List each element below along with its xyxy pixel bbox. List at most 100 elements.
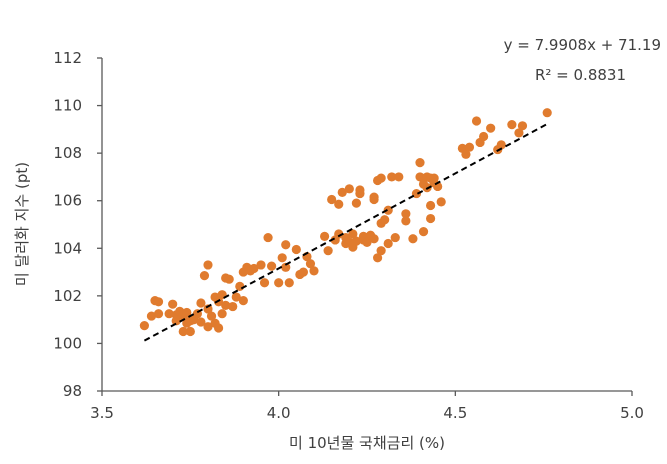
x-tick-label: 5.0 — [620, 404, 644, 422]
data-point — [415, 172, 425, 182]
data-point — [263, 232, 273, 243]
y-tick-label: 104 — [53, 239, 82, 257]
data-point — [461, 149, 471, 159]
data-point — [514, 128, 524, 138]
data-point — [471, 116, 482, 126]
data-point — [344, 184, 354, 194]
data-point — [298, 267, 308, 277]
data-point — [351, 236, 361, 246]
y-tick-label: 106 — [53, 192, 82, 210]
y-tick-label: 110 — [53, 97, 82, 115]
data-point — [376, 173, 386, 183]
data-point — [380, 215, 390, 225]
data-point — [369, 234, 379, 244]
x-axis-title: 미 10년물 국채금리 (%) — [289, 434, 445, 452]
x-tick-label: 3.5 — [90, 404, 114, 422]
data-point — [217, 309, 227, 319]
data-point — [185, 326, 195, 337]
data-point — [507, 120, 517, 130]
axes — [101, 58, 632, 392]
data-point — [153, 297, 164, 307]
data-point — [203, 322, 213, 332]
data-point — [235, 281, 245, 291]
data-point — [168, 299, 178, 309]
data-point — [277, 253, 287, 263]
data-point — [238, 296, 248, 306]
data-point — [214, 323, 224, 333]
data-point — [206, 311, 217, 321]
data-point — [376, 246, 386, 256]
data-point — [348, 229, 358, 239]
data-point — [139, 320, 149, 331]
data-point — [408, 234, 418, 244]
data-point — [224, 274, 234, 284]
data-point — [542, 108, 552, 118]
data-point — [436, 197, 446, 207]
data-point — [323, 246, 333, 256]
data-point — [231, 292, 241, 302]
data-point — [373, 253, 383, 263]
data-point — [383, 238, 393, 249]
data-point — [320, 231, 330, 241]
data-point — [369, 194, 379, 205]
y-tick-label: 102 — [53, 287, 82, 305]
data-point — [401, 216, 411, 226]
data-point — [178, 326, 188, 337]
data-point — [411, 188, 422, 199]
data-point — [274, 278, 284, 288]
data-point — [153, 309, 164, 319]
data-point — [196, 317, 206, 327]
y-tick-label: 100 — [53, 334, 82, 352]
tick-labels: 98 100 102 104 106 108 110 112 3.5 4.0 4.5 5.0 — [53, 49, 644, 422]
data-point — [517, 121, 528, 131]
data-point — [355, 185, 365, 195]
data-point — [394, 172, 404, 182]
data-point — [256, 260, 266, 270]
y-tick-label: 108 — [53, 144, 82, 162]
data-point — [309, 266, 319, 276]
data-point — [362, 237, 372, 247]
data-point — [479, 131, 489, 142]
data-point — [259, 278, 270, 288]
data-point — [496, 140, 506, 150]
data-point — [291, 244, 301, 255]
data-point — [464, 142, 475, 152]
data-point — [387, 172, 397, 182]
data-point — [284, 278, 294, 288]
data-point — [327, 194, 337, 205]
data-point — [203, 260, 213, 270]
y-tick-label: 112 — [53, 49, 82, 67]
data-point — [267, 261, 277, 271]
data-point — [401, 209, 411, 219]
data-point — [199, 271, 210, 281]
data-point — [383, 205, 393, 215]
data-point — [390, 232, 400, 243]
data-point — [305, 259, 316, 269]
data-point — [281, 262, 291, 272]
trendline-r-squared: R² = 0.8831 — [535, 66, 626, 84]
data-point — [334, 199, 344, 209]
data-point — [418, 227, 429, 237]
data-point — [426, 200, 436, 211]
data-point — [164, 309, 174, 319]
data-point — [334, 229, 344, 239]
data-point — [351, 198, 361, 208]
data-point — [337, 187, 347, 197]
data-point — [196, 298, 206, 308]
data-point — [486, 123, 496, 133]
data-point — [281, 240, 291, 250]
trendline-group — [143, 123, 548, 342]
y-tick-label: 98 — [63, 382, 82, 400]
trendline-equation: y = 7.9908x + 71.19 — [504, 36, 661, 54]
data-point — [249, 263, 259, 274]
y-axis-title: 미 달러화 지수 (pt) — [13, 162, 31, 286]
data-point — [221, 300, 231, 310]
data-point — [146, 311, 157, 321]
trendline — [143, 123, 548, 342]
data-points — [139, 108, 552, 337]
data-point — [182, 307, 192, 318]
x-tick-label: 4.5 — [443, 404, 467, 422]
x-tick-label: 4.0 — [267, 404, 291, 422]
data-point — [415, 158, 425, 168]
